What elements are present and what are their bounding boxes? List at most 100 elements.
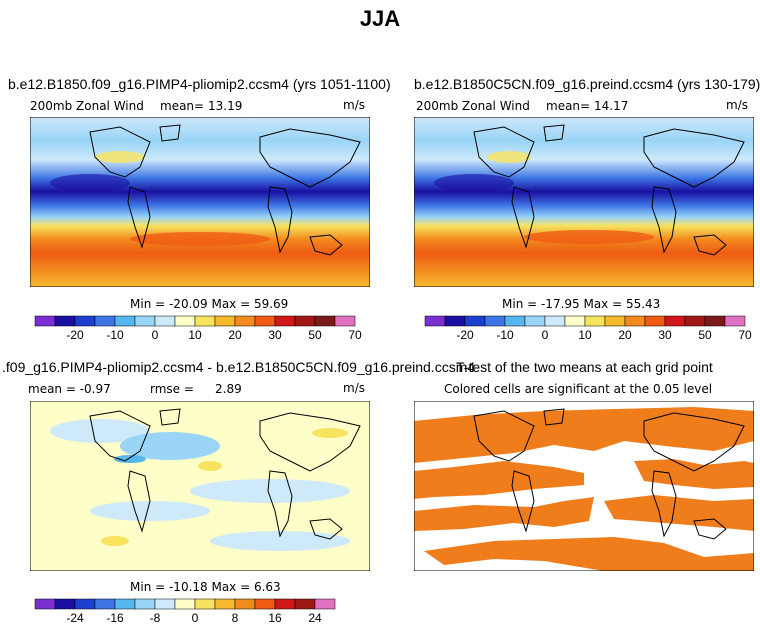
map-tr-feature: [434, 174, 514, 192]
colorbar-tl-swatch: [214, 315, 236, 327]
colorbar-bl-swatch: [274, 598, 296, 610]
colorbar-bl-tick-label: -16: [106, 611, 124, 625]
colorbar-tr-swatch: [684, 315, 706, 327]
colorbar-tr-tick-label: -20: [456, 328, 474, 342]
colorbar-bl-tick-label: -8: [150, 611, 161, 625]
colorbar-tr-swatch: [624, 315, 646, 327]
colorbar-tr-tick-label: 0: [542, 328, 549, 342]
panel-bl-mean: mean = -0.97: [28, 382, 111, 396]
colorbar-tr-swatch: [524, 315, 546, 327]
colorbar-tl-tick-label: 0: [152, 328, 159, 342]
colorbar-tl-tick-label: 20: [228, 328, 242, 342]
map-bl-feature: [190, 479, 350, 503]
panel-bl-minmax: Min = -10.18 Max = 6.63: [130, 580, 281, 594]
colorbar-bl-swatch: [174, 598, 196, 610]
colorbar-tl-tick-label: 10: [188, 328, 202, 342]
map-bl-feature: [114, 455, 146, 463]
colorbar-tr-tick-label: 50: [698, 328, 712, 342]
panel-bl-rmse-label: rmse =: [150, 382, 194, 396]
colorbar-bl-swatch: [254, 598, 276, 610]
colorbar-tl-swatch: [334, 315, 356, 327]
colorbar-tl-swatch: [194, 315, 216, 327]
map-bl-feature: [210, 531, 350, 551]
map-br: [414, 401, 754, 571]
map-tl-coastlines: [89, 124, 361, 256]
map-tl-jet-core: [130, 232, 270, 246]
colorbar-tr-swatch: [444, 315, 466, 327]
colorbar-bl-swatch: [54, 598, 76, 610]
panel-bl-units: m/s: [343, 381, 365, 395]
panel-tl-field-label: 200mb Zonal Wind: [30, 99, 144, 113]
colorbar-tl-swatch: [294, 315, 316, 327]
map-tl-feature: [95, 151, 145, 163]
panel-tl-mean-label: mean=: [160, 99, 205, 113]
colorbar-tl-swatch: [34, 315, 56, 327]
colorbar-tl-swatch: [174, 315, 196, 327]
map-tr-jet-core: [524, 230, 654, 244]
map-tl: [30, 117, 370, 287]
colorbar-tl-tick-label: 30: [268, 328, 282, 342]
colorbar-tl-tick-label: -20: [66, 328, 84, 342]
panel-br-title: T-test of the two means at each grid poi…: [456, 359, 713, 375]
colorbar-bl-tick-label: 24: [308, 611, 322, 625]
colorbar-tr-swatch: [484, 315, 506, 327]
colorbar-bl-swatch: [114, 598, 136, 610]
colorbar-tr-tick-label: 30: [658, 328, 672, 342]
colorbar-tl-tick-label: 50: [308, 328, 322, 342]
panel-tr-mean-value: 14.17: [594, 99, 629, 113]
map-br-significant-cells: [414, 407, 754, 571]
colorbar-bl-swatch: [234, 598, 256, 610]
colorbar-tr-swatch: [544, 315, 566, 327]
map-tr: [414, 117, 754, 287]
colorbar-tr-swatch: [504, 315, 526, 327]
colorbar-tr-tick-label: 10: [578, 328, 592, 342]
colorbar-tl-swatch: [234, 315, 256, 327]
map-bl-feature: [90, 501, 210, 521]
colorbar-tr-swatch: [584, 315, 606, 327]
map-tl-field: [30, 117, 370, 287]
colorbar-tr-swatch: [664, 315, 686, 327]
colorbar-tr-swatch: [704, 315, 726, 327]
panel-tl-mean-value: 13.19: [208, 99, 243, 113]
panel-tr-field-label: 200mb Zonal Wind: [416, 99, 530, 113]
panel-tl-minmax: Min = -20.09 Max = 59.69: [130, 297, 289, 311]
colorbar-tl-swatch: [274, 315, 296, 327]
colorbar-tl: -20 -10 0 10 20 30 50 70: [34, 315, 362, 342]
colorbar-tr-swatch: [724, 315, 746, 327]
panel-tr-run-title: b.e12.B1850C5CN.f09_g16.preind.ccsm4 (yr…: [414, 76, 760, 92]
colorbar-bl-tick-label: 0: [192, 611, 199, 625]
map-bl-feature: [50, 419, 150, 443]
panel-tr-minmax: Min = -17.95 Max = 55.43: [502, 297, 661, 311]
colorbar-tr-tick-label: 70: [738, 328, 752, 342]
colorbar-tr-swatch: [564, 315, 586, 327]
colorbar-tl-tick-label: 70: [348, 328, 362, 342]
colorbar-tr: -20 -10 0 10 20 30 50 70: [424, 315, 752, 342]
colorbar-bl-swatch: [194, 598, 216, 610]
colorbar-bl-tick-label: -24: [66, 611, 84, 625]
map-bl-coastlines: [89, 408, 361, 540]
colorbar-bl-tick-label: 16: [268, 611, 282, 625]
map-bl-feature: [312, 428, 348, 438]
colorbar-bl-swatch: [34, 598, 56, 610]
colorbar-bl-swatch: [134, 598, 156, 610]
colorbar-bl-swatch: [314, 598, 336, 610]
colorbar-tl-swatch: [134, 315, 156, 327]
page-title: JJA: [359, 6, 401, 31]
colorbar-bl-swatch: [154, 598, 176, 610]
map-tr-feature: [487, 151, 531, 163]
colorbar-tl-swatch: [314, 315, 336, 327]
map-bl-feature: [101, 536, 129, 546]
map-tr-field: [414, 117, 754, 287]
colorbar-tl-swatch: [94, 315, 116, 327]
colorbar-tl-swatch: [74, 315, 96, 327]
colorbar-tr-swatch: [604, 315, 626, 327]
colorbar-tr-swatch: [464, 315, 486, 327]
map-br-coastlines: [473, 408, 745, 540]
panel-tr-mean-label: mean=: [546, 99, 591, 113]
colorbar-tl-swatch: [254, 315, 276, 327]
colorbar-bl-swatch: [74, 598, 96, 610]
colorbar-tr-tick-label: -10: [496, 328, 514, 342]
colorbar-tl-swatch: [154, 315, 176, 327]
colorbar-tr-swatch: [644, 315, 666, 327]
panel-tr-units: m/s: [726, 98, 748, 112]
